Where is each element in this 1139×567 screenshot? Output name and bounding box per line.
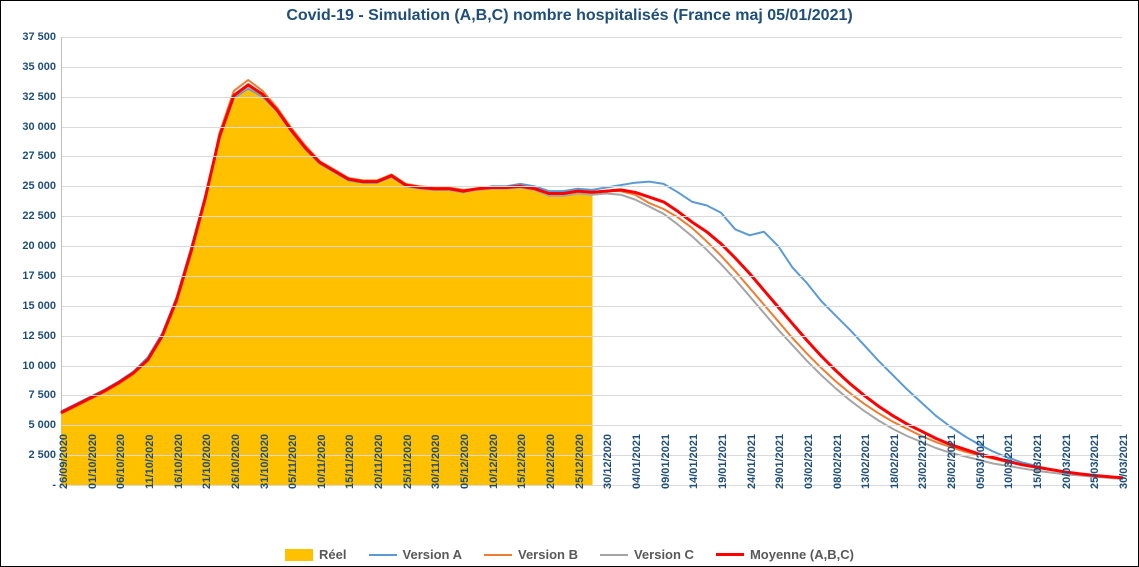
grid-line — [62, 216, 1122, 217]
grid-line — [62, 366, 1122, 367]
plot-area: -2 5005 0007 50010 00012 50015 00017 500… — [61, 37, 1122, 486]
x-tick-label: 05/11/2020 — [287, 435, 299, 489]
legend-swatch — [369, 554, 397, 556]
grid-line — [62, 306, 1122, 307]
y-tick-label: 30 000 — [22, 121, 62, 133]
y-tick-label: 2 500 — [28, 449, 62, 461]
grid-line — [62, 485, 1122, 486]
x-tick-label: 10/12/2020 — [488, 434, 500, 489]
legend-label: Moyenne (A,B,C) — [750, 547, 854, 562]
legend-item-version_a: Version A — [369, 547, 462, 562]
grid-line — [62, 395, 1122, 396]
x-tick-label: 30/12/2020 — [602, 434, 614, 489]
x-tick-label: 29/01/2021 — [774, 434, 786, 489]
x-tick-label: 14/01/2021 — [688, 434, 700, 489]
y-tick-label: 22 500 — [22, 210, 62, 222]
x-tick-label: 26/09/2020 — [58, 434, 70, 489]
x-tick-label: 25/12/2020 — [574, 434, 586, 489]
x-tick-label: 24/01/2021 — [746, 434, 758, 489]
legend-item-version_b: Version B — [484, 547, 578, 562]
legend-item-moyenne: Moyenne (A,B,C) — [716, 547, 854, 562]
grid-line — [62, 186, 1122, 187]
y-tick-label: 25 000 — [22, 180, 62, 192]
y-tick-label: 35 000 — [22, 61, 62, 73]
x-tick-label: 20/11/2020 — [373, 435, 385, 489]
grid-line — [62, 336, 1122, 337]
x-tick-label: 28/02/2021 — [946, 434, 958, 489]
legend-label: Version B — [518, 547, 578, 562]
x-tick-label: 15/03/2021 — [1032, 434, 1044, 489]
legend-swatch — [484, 554, 512, 556]
x-tick-label: 16/10/2020 — [173, 434, 185, 489]
x-tick-label: 21/10/2020 — [201, 434, 213, 489]
x-tick-label: 30/11/2020 — [430, 435, 442, 489]
x-tick-label: 15/11/2020 — [344, 435, 356, 489]
x-tick-label: 04/01/2021 — [631, 434, 643, 489]
x-tick-label: 01/10/2020 — [87, 434, 99, 489]
grid-line — [62, 425, 1122, 426]
legend-swatch — [716, 553, 744, 556]
x-tick-label: 25/03/2021 — [1089, 434, 1101, 489]
grid-line — [62, 97, 1122, 98]
x-tick-label: 05/12/2020 — [459, 434, 471, 489]
grid-line — [62, 67, 1122, 68]
y-tick-label: 7 500 — [28, 389, 62, 401]
x-tick-label: 09/01/2021 — [660, 434, 672, 489]
x-tick-label: 25/11/2020 — [402, 435, 414, 489]
grid-line — [62, 37, 1122, 38]
chart-title: Covid-19 - Simulation (A,B,C) nombre hos… — [1, 1, 1138, 25]
y-tick-label: 32 500 — [22, 91, 62, 103]
y-tick-label: 5 000 — [28, 419, 62, 431]
x-tick-label: 20/12/2020 — [545, 434, 557, 489]
x-tick-label: 06/10/2020 — [115, 434, 127, 489]
x-tick-label: 10/11/2020 — [316, 435, 328, 489]
grid-line — [62, 156, 1122, 157]
x-tick-label: 20/03/2021 — [1061, 434, 1073, 489]
legend-item-reel: Réel — [285, 547, 346, 562]
grid-line — [62, 276, 1122, 277]
y-tick-label: 20 000 — [22, 240, 62, 252]
grid-line — [62, 455, 1122, 456]
x-tick-label: 08/02/2021 — [832, 434, 844, 489]
y-tick-label: 37 500 — [22, 31, 62, 43]
x-tick-label: 23/02/2021 — [917, 434, 929, 489]
legend-label: Version A — [403, 547, 462, 562]
x-tick-label: 10/03/2021 — [1003, 434, 1015, 489]
chart-container: Covid-19 - Simulation (A,B,C) nombre hos… — [0, 0, 1139, 567]
legend-swatch — [600, 554, 628, 556]
grid-line — [62, 127, 1122, 128]
y-tick-label: 27 500 — [22, 150, 62, 162]
y-tick-label: 12 500 — [22, 330, 62, 342]
x-tick-label: 31/10/2020 — [259, 434, 271, 489]
chart-legend: Réel Version A Version B Version C Moyenne (… — [1, 547, 1138, 562]
legend-item-version_c: Version C — [600, 547, 694, 562]
x-tick-label: 26/10/2020 — [230, 434, 242, 489]
x-tick-label: 18/02/2021 — [889, 434, 901, 489]
x-tick-label: 19/01/2021 — [717, 434, 729, 489]
x-tick-label: 11/10/2020 — [144, 435, 156, 489]
y-tick-label: 17 500 — [22, 270, 62, 282]
legend-swatch — [285, 549, 313, 561]
y-tick-label: 15 000 — [22, 300, 62, 312]
y-tick-label: 10 000 — [22, 360, 62, 372]
x-tick-label: 13/02/2021 — [860, 434, 872, 489]
legend-label: Réel — [319, 547, 346, 562]
grid-line — [62, 246, 1122, 247]
x-tick-label: 05/03/2021 — [975, 434, 987, 489]
x-tick-label: 30/03/2021 — [1118, 434, 1130, 489]
x-tick-label: 15/12/2020 — [516, 434, 528, 489]
legend-label: Version C — [634, 547, 694, 562]
chart-svg — [62, 37, 1122, 485]
x-tick-label: 03/02/2021 — [803, 434, 815, 489]
